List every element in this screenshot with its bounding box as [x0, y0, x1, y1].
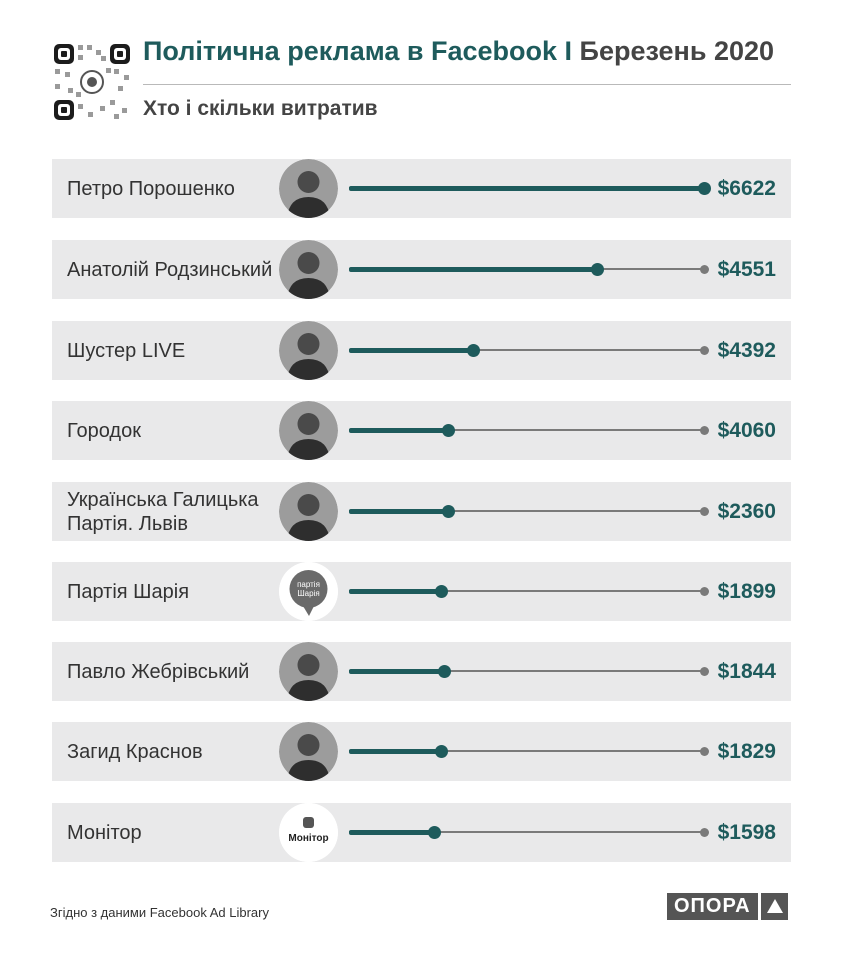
value-label: $6622	[717, 177, 776, 200]
bar-dot	[427, 825, 441, 839]
category-label: Городок	[67, 419, 141, 442]
avatar-icon	[279, 482, 338, 541]
bar-track	[349, 349, 704, 351]
bar-dot	[591, 262, 604, 276]
chart-row: Петро Порошенко $6622	[52, 159, 791, 218]
track-end	[699, 746, 709, 756]
page-subtitle: Хто і скільки витратив	[143, 97, 378, 120]
category-label: Українська Галицька Партія. Львів	[67, 488, 259, 535]
chart-row: Шустер LIVE $4392	[52, 321, 791, 380]
value-label: $1598	[717, 821, 776, 844]
category-label: Павло Жебрівський	[67, 660, 250, 683]
bar-track	[349, 831, 704, 833]
bar	[349, 185, 704, 191]
bar	[349, 829, 435, 835]
bar-track	[349, 670, 704, 672]
track-end	[699, 506, 709, 516]
logo-text: ОПОРА	[667, 893, 758, 920]
bar	[349, 266, 598, 272]
bar-dot	[438, 664, 452, 678]
track-end	[699, 264, 709, 274]
avatar-icon: партія Шарія	[279, 562, 338, 621]
page-title: Політична реклама в Facebook I Березень …	[143, 36, 774, 67]
avatar-icon: Монітор	[279, 803, 338, 862]
bar	[349, 668, 445, 674]
category-label: Загид Краснов	[67, 740, 203, 763]
bar-dot	[441, 504, 455, 518]
qr-code-icon	[52, 42, 132, 122]
chart-row: Українська Галицька Партія. Львів $2360	[52, 482, 791, 541]
source-note: Згідно з даними Facebook Ad Library	[50, 905, 269, 920]
opora-logo: ОПОРА	[667, 893, 788, 920]
chart-row: Павло Жебрівський $1844	[52, 642, 791, 701]
track-end	[699, 827, 709, 837]
category-label: Монітор	[67, 821, 142, 844]
bar-dot	[434, 744, 448, 758]
bar-dot	[466, 343, 480, 357]
category-label: Петро Порошенко	[67, 177, 235, 200]
avatar-icon	[279, 159, 338, 218]
svg-text:Шарія: Шарія	[297, 589, 319, 598]
bar	[349, 347, 474, 353]
category-label: Партія Шарія	[67, 580, 190, 603]
value-label: $1899	[717, 580, 776, 603]
chart-row: Анатолій Родзинський $4551	[52, 240, 791, 299]
bar-track	[349, 510, 704, 512]
value-label: $4392	[717, 339, 776, 362]
chart-row: Партія Шарія партія Шарія $1899	[52, 562, 791, 621]
track-end	[699, 425, 709, 435]
svg-text:Монітор: Монітор	[288, 833, 328, 844]
title-date: Березень 2020	[579, 36, 775, 66]
bar	[349, 427, 449, 433]
bar-dot	[441, 423, 455, 437]
bar	[349, 508, 449, 514]
bar-track	[349, 590, 704, 592]
track-end	[699, 586, 709, 596]
bar-dot	[697, 181, 711, 195]
avatar-icon	[279, 240, 338, 299]
chart-row: Городок $4060	[52, 401, 791, 460]
category-label: Шустер LIVE	[67, 339, 186, 362]
value-label: $2360	[717, 500, 776, 523]
bar-dot	[434, 584, 448, 598]
title-main: Політична реклама в Facebook	[143, 36, 557, 66]
value-label: $1844	[717, 660, 776, 683]
value-label: $4060	[717, 419, 776, 442]
chart-row: Монітор Монітор $1598	[52, 803, 791, 862]
category-label: Анатолій Родзинський	[67, 258, 273, 281]
value-label: $4551	[717, 258, 776, 281]
title-separator: I	[564, 36, 573, 66]
value-label: $1829	[717, 740, 776, 763]
avatar-icon	[279, 722, 338, 781]
bar-track	[349, 750, 704, 752]
avatar-icon	[279, 401, 338, 460]
avatar-icon	[279, 642, 338, 701]
track-end	[699, 666, 709, 676]
track-end	[699, 345, 709, 355]
bar	[349, 588, 442, 594]
avatar-icon	[279, 321, 338, 380]
svg-text:партія: партія	[297, 580, 320, 589]
title-divider	[143, 84, 791, 85]
bar-track	[349, 429, 704, 431]
bar	[349, 748, 442, 754]
chart-row: Загид Краснов $1829	[52, 722, 791, 781]
logo-triangle-icon	[760, 893, 788, 920]
